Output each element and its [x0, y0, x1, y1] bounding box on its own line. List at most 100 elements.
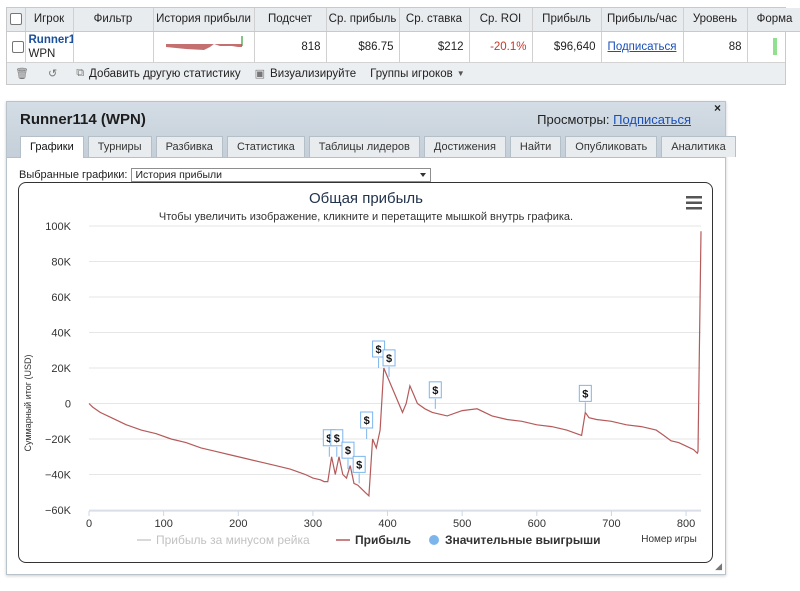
refresh-button[interactable]: ↺ — [48, 67, 62, 80]
tab-leaderboards[interactable]: Таблицы лидеров — [308, 136, 420, 157]
legend-item-net-profit[interactable]: Прибыль за минусом рейка — [137, 533, 310, 547]
header-avg-profit[interactable]: Ср. прибыль — [326, 8, 400, 32]
marker-label: $ — [376, 344, 382, 356]
row-select-cell[interactable] — [7, 31, 26, 62]
legend-item-big-wins[interactable]: Значительные выигрыши — [429, 533, 601, 547]
chart-series — [88, 231, 702, 498]
avg-profit-cell: $86.75 — [326, 31, 400, 62]
significant-win-marker: $ — [352, 455, 366, 484]
profit-chart[interactable]: Общая прибыль Чтобы увеличить изображени… — [18, 182, 713, 563]
row-checkbox[interactable] — [12, 40, 24, 53]
header-profit[interactable]: Прибыль — [532, 8, 602, 32]
trash-icon: 🗑 — [15, 68, 29, 80]
marker-label: $ — [345, 445, 351, 457]
tab-publish[interactable]: Опубликовать — [565, 136, 658, 157]
header-player[interactable]: Игрок — [25, 8, 74, 32]
avg-stake-cell: $212 — [399, 31, 470, 62]
visualize-button[interactable]: ▣ Визуализируйте — [254, 67, 357, 81]
x-axis-label: Номер игры — [641, 534, 697, 545]
profit-cell: $96,640 — [532, 31, 602, 62]
tab-achievements[interactable]: Достижения — [423, 136, 506, 157]
x-tick-label: 300 — [304, 518, 322, 530]
y-tick-label: −40K — [45, 470, 72, 482]
x-tick-label: 0 — [86, 518, 92, 530]
marker-flag — [341, 441, 355, 459]
x-axis-ticks: 0 100 200 300 400 500 600 700 800 — [86, 510, 701, 530]
chart-menu-icon[interactable] — [686, 196, 702, 210]
player-groups-label: Группы игроков — [370, 67, 453, 80]
sparkline-area — [165, 44, 242, 51]
caret-down-icon: ▼ — [456, 69, 465, 78]
tab-breakdown[interactable]: Разбивка — [155, 136, 223, 157]
menu-bar — [686, 201, 702, 204]
add-stat-button[interactable]: ⧉ Добавить другую статистику — [76, 67, 240, 80]
copy-icon: ⧉ — [76, 67, 85, 79]
marker-label: $ — [334, 433, 340, 445]
subscribe-link[interactable]: Подписаться — [607, 40, 677, 53]
legend-label: Значительные выигрыши — [445, 533, 601, 547]
chart-selector-dropdown[interactable]: История прибыли — [131, 168, 432, 182]
header-profit-history[interactable]: История прибыли — [153, 8, 255, 32]
profit-history-sparkline[interactable] — [153, 31, 255, 62]
resize-handle-icon[interactable]: ◢ — [715, 561, 722, 571]
marker-label: $ — [356, 459, 362, 471]
header-form[interactable]: Форма — [747, 8, 800, 32]
panel-tabs: Графики Турниры Разбивка Статистика Табл… — [20, 136, 740, 158]
x-tick-label: 100 — [154, 518, 172, 530]
stats-table-container: Игрок Фильтр История прибыли Подсчет Ср.… — [6, 7, 800, 85]
header-avg-stake[interactable]: Ср. ставка — [399, 8, 470, 32]
x-tick-label: 700 — [602, 518, 620, 530]
form-indicator — [772, 38, 777, 56]
header-filter[interactable]: Фильтр — [73, 8, 154, 32]
player-network: WPN — [28, 47, 56, 60]
tab-charts[interactable]: Графики — [20, 136, 84, 158]
select-all-checkbox[interactable] — [9, 13, 22, 26]
chart-selector-value: История прибыли — [135, 169, 223, 181]
add-stat-label: Добавить другую статистику — [89, 67, 241, 80]
filter-cell[interactable] — [73, 31, 154, 62]
profit-chart-svg[interactable]: Общая прибыль Чтобы увеличить изображени… — [19, 183, 713, 563]
image-icon: ▣ — [254, 68, 266, 80]
views-subscribe-link[interactable]: Подписаться — [613, 112, 691, 127]
tab-tournaments[interactable]: Турниры — [87, 136, 152, 157]
significant-win-marker: $ — [330, 429, 344, 457]
significant-win-marker: $ — [360, 411, 374, 439]
player-groups-dropdown[interactable]: Группы игроков ▼ — [370, 68, 465, 80]
player-panel: Runner114 (WPN) Просмотры: Подписаться ×… — [6, 101, 736, 575]
menu-bar — [686, 207, 702, 210]
visualize-label: Визуализируйте — [270, 67, 357, 80]
avg-roi-cell: -20.1% — [469, 31, 533, 62]
header-count[interactable]: Подсчет — [254, 8, 327, 32]
legend-item-profit[interactable]: Прибыль — [336, 533, 411, 547]
profit-series-line — [88, 231, 702, 498]
player-name-link[interactable]: Runner114 — [28, 33, 73, 46]
marker-flag — [352, 455, 366, 473]
y-tick-label: 0 — [65, 399, 71, 411]
marker-flag — [428, 381, 442, 399]
header-avg-roi[interactable]: Ср. ROI — [469, 8, 533, 32]
chart-subtitle: Чтобы увеличить изображение, кликните и … — [159, 211, 573, 223]
marker-flag — [578, 384, 592, 402]
y-tick-label: 60K — [51, 292, 71, 304]
significant-win-marker: $ — [382, 349, 396, 377]
tab-find[interactable]: Найти — [509, 136, 562, 157]
marker-label: $ — [364, 415, 370, 427]
count-cell: 818 — [254, 31, 327, 62]
header-level[interactable]: Уровень — [683, 8, 748, 32]
menu-bar — [686, 196, 702, 199]
close-icon[interactable]: × — [713, 101, 721, 115]
x-tick-label: 600 — [528, 518, 546, 530]
header-profit-per-hour[interactable]: Прибыль/час — [601, 8, 684, 32]
chart-selector-label: Выбранные графики: — [19, 169, 128, 181]
marker-flag — [360, 411, 374, 429]
tab-analytics[interactable]: Аналитика — [661, 136, 736, 157]
legend-label: Прибыль — [355, 533, 411, 547]
y-tick-label: −20K — [45, 434, 72, 446]
marker-label: $ — [432, 385, 438, 397]
y-tick-label: −60K — [45, 505, 72, 517]
marker-flag — [330, 429, 344, 447]
tab-statistics[interactable]: Статистика — [226, 136, 305, 157]
delete-button[interactable]: 🗑 — [15, 67, 34, 80]
chart-gridlines — [89, 225, 701, 511]
select-all-header[interactable] — [7, 8, 26, 32]
